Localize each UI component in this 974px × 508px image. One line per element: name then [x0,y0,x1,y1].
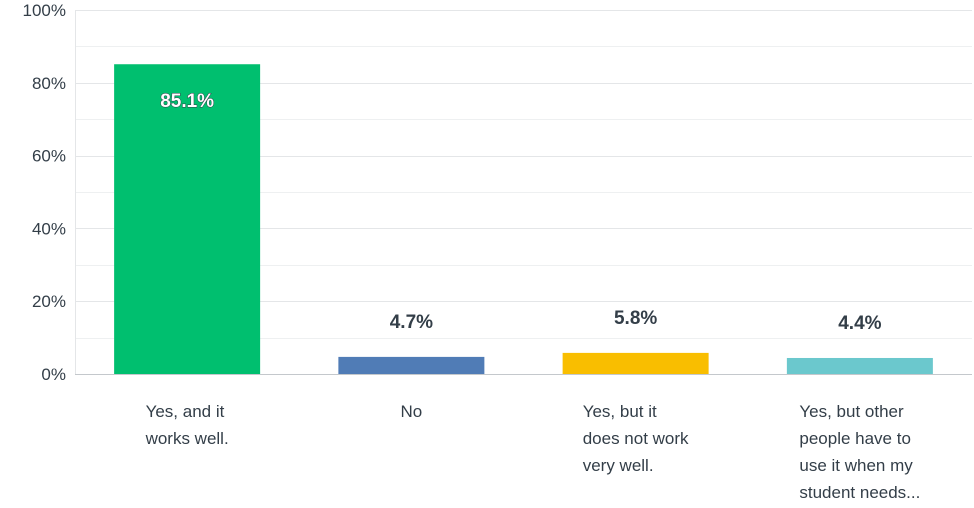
bar-value-label: 85.1% [160,91,214,112]
x-category-label: No [401,402,423,421]
y-tick-label: 20% [32,292,66,311]
x-category-label: Yes, but other people have to use it when … [799,402,920,502]
bar [562,352,709,374]
y-tick-label: 0% [41,365,66,384]
bar-value-label: 5.8% [614,308,657,329]
bar [786,357,933,374]
bar [338,356,485,374]
bar-value-label: 4.7% [390,312,433,333]
y-tick-label: 100% [23,1,66,20]
bar-value-label: 4.4% [838,313,881,334]
y-tick-label: 60% [32,147,66,166]
x-category-label: Yes, but it does not work very well. [583,402,689,475]
x-axis-categories: Yes, and it works well. No Yes, but it does … [145,402,921,502]
bars [114,64,933,375]
data-labels: 85.1% 4.7% 5.8% 4.4% [160,91,882,334]
y-tick-label: 40% [32,219,66,238]
y-tick-label: 80% [32,74,66,93]
x-category-label: Yes, and it works well. [145,402,229,448]
y-axis: 0% 20% 40% 60% 80% 100% [23,1,76,384]
bar [114,64,261,375]
